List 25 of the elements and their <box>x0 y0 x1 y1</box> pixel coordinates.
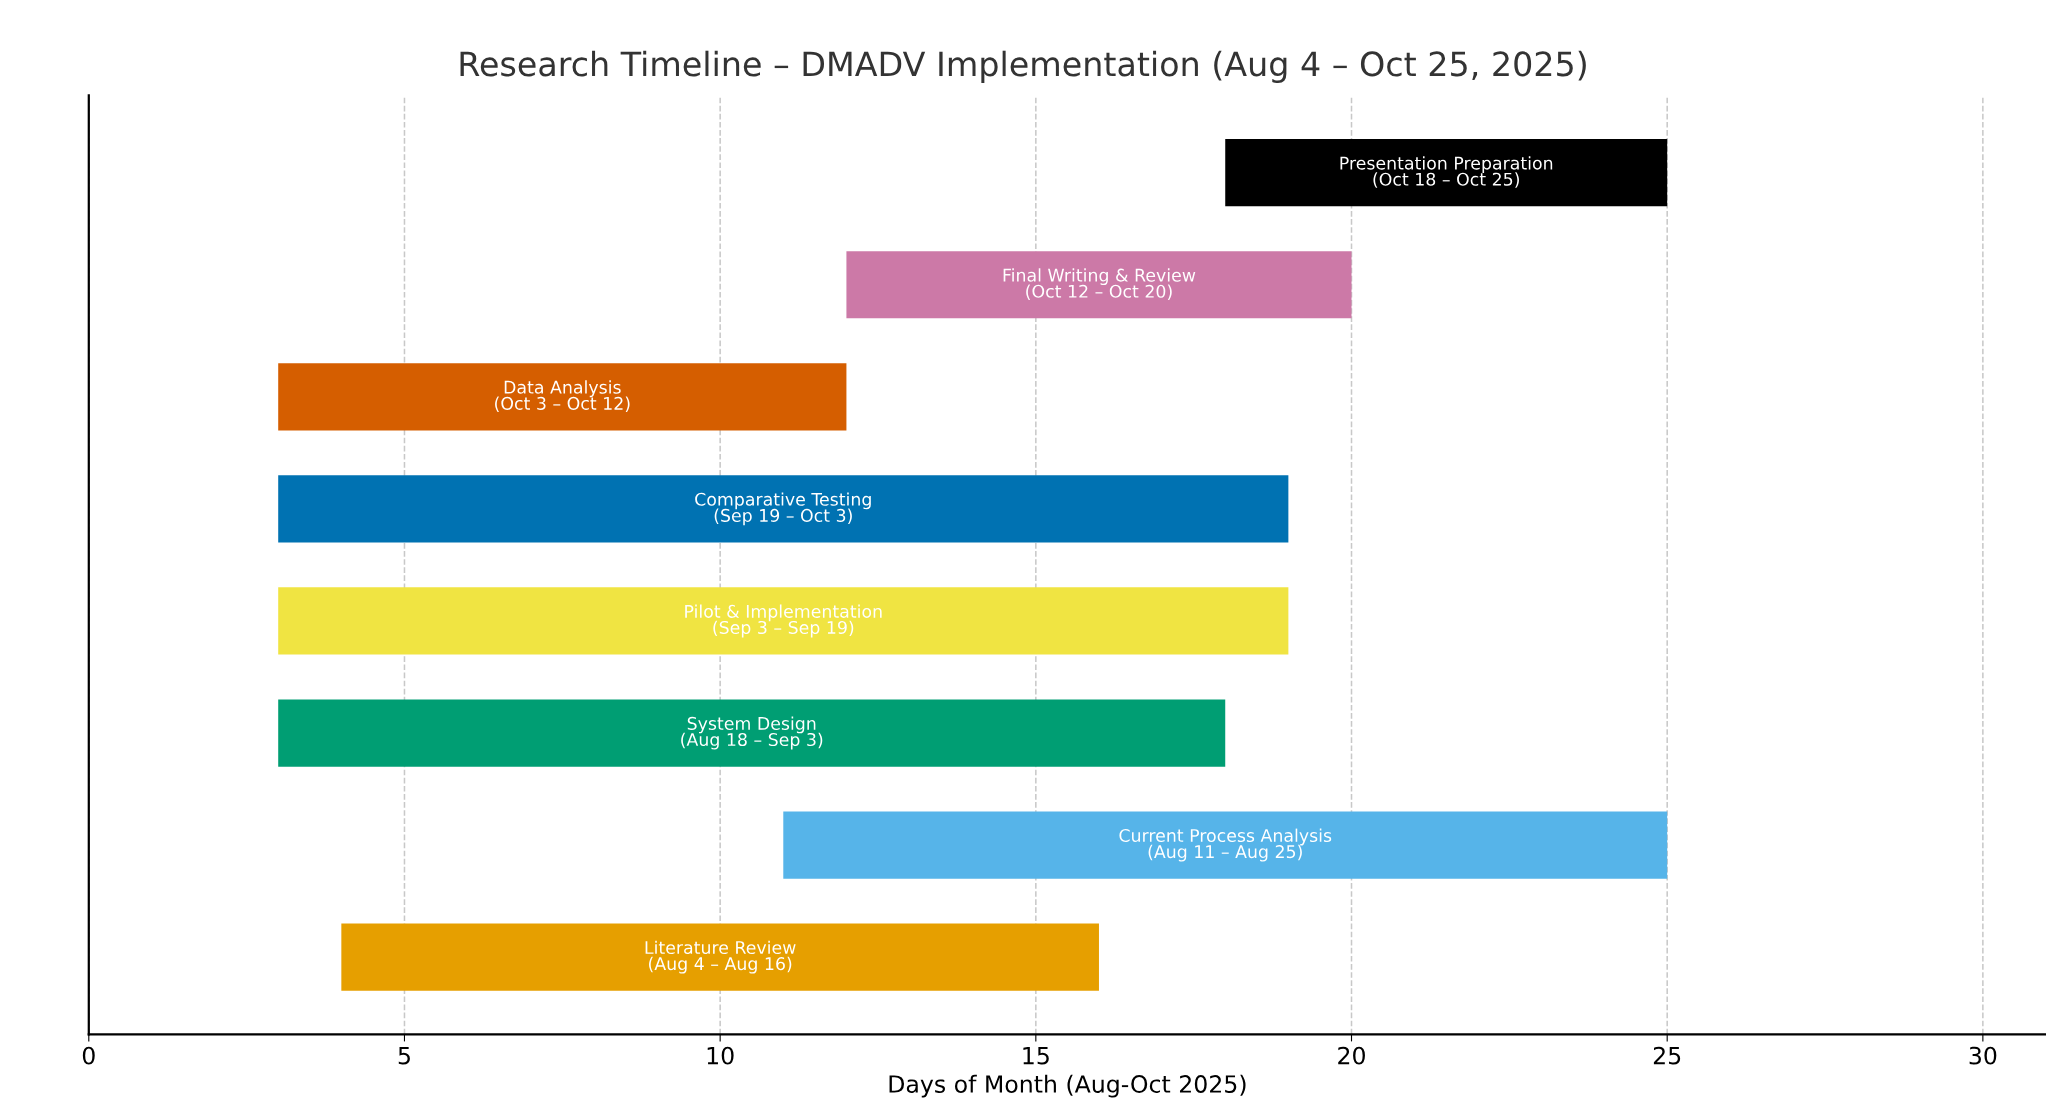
bar <box>846 251 1352 319</box>
data-label: System Design (Aug 18 – Sep 3) <box>681 716 823 750</box>
x-tick-label: 10 <box>707 1046 734 1065</box>
bar <box>278 475 1289 543</box>
x-tick-label: 20 <box>1338 1046 1365 1065</box>
x-tick-label: 5 <box>398 1046 410 1065</box>
x-tick-label: 30 <box>1969 1046 1997 1065</box>
bar <box>278 699 1226 767</box>
bar <box>783 811 1668 879</box>
x-tick-label: 15 <box>1023 1046 1049 1065</box>
data-label: Comparative Testing (Sep 19 – Oct 3) <box>695 492 871 526</box>
bar <box>341 923 1099 991</box>
bar <box>278 587 1289 655</box>
data-label: Presentation Preparation (Oct 18 – Oct 25) <box>1340 156 1553 188</box>
chart-title: Research Timeline – DMADV Implementation (Aug 4 – Oct 25, 2025) <box>460 50 1586 83</box>
data-label: Final Writing & Review (Oct 12 – Oct 20) <box>1003 268 1196 300</box>
data-label: Literature Review (Aug 4 – Aug 16) <box>645 940 796 974</box>
x-axis-title: Days of Month (Aug-Oct 2025) <box>889 1074 1246 1098</box>
data-label: Pilot & Implementation (Sep 3 – Sep 19) <box>685 604 882 638</box>
data-label: Data Analysis (Oct 3 – Oct 12) <box>495 380 630 412</box>
bar <box>278 363 847 431</box>
data-label: Current Process Analysis (Aug 11 – Aug 25) <box>1119 828 1332 862</box>
x-tick-label: 0 <box>82 1046 95 1065</box>
bar <box>1225 139 1668 207</box>
x-tick-label: 25 <box>1653 1046 1681 1065</box>
